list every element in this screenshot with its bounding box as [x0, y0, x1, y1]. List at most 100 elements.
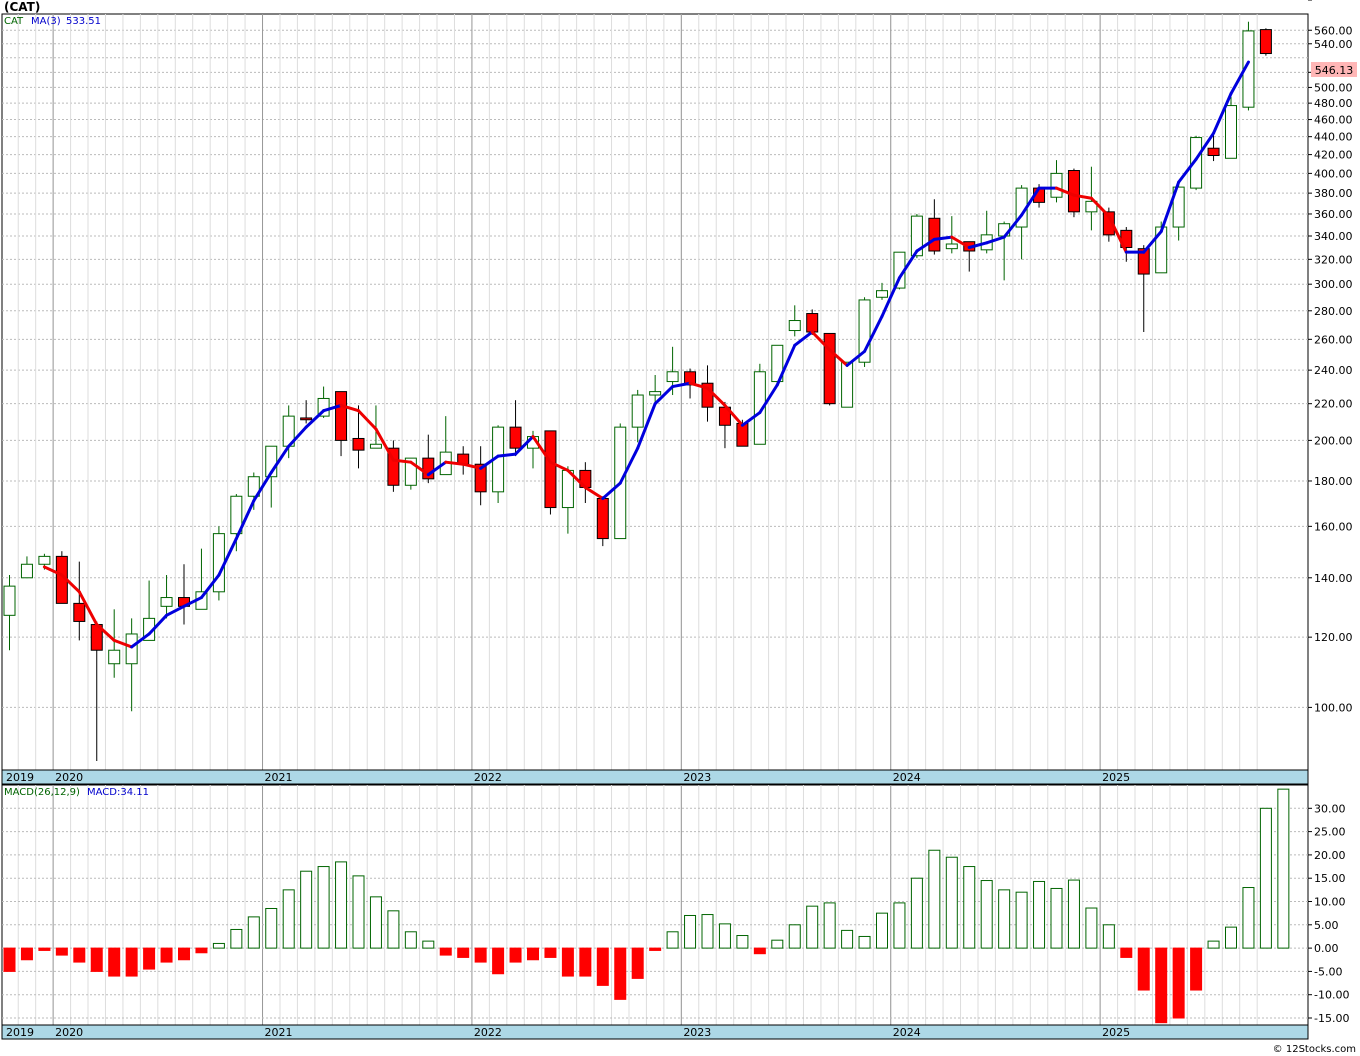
candle — [1259, 28, 1272, 56]
ma-segment — [1194, 131, 1216, 161]
candle-body-up — [788, 320, 801, 332]
price-tick-label: 120.00 — [1314, 631, 1353, 644]
candle-body-up — [1085, 200, 1098, 213]
macd-bar-positive — [1225, 926, 1237, 949]
macd-bar-positive — [1033, 880, 1046, 949]
macd-y-axis: -15.00 -10.00 -5.00 0.00 5.00 10.00 15.00 20.00… — [1308, 802, 1349, 1025]
price-tick-label: 300.00 — [1314, 278, 1353, 291]
ma-segment — [234, 499, 256, 541]
ma-segment — [287, 425, 308, 448]
macd-bar-positive — [1067, 879, 1080, 949]
ma-segment — [95, 623, 116, 642]
candle-body-down — [736, 422, 749, 447]
candle — [928, 199, 941, 255]
ma-segment — [758, 383, 779, 415]
macd-bar-positive — [317, 866, 330, 949]
macd-bar-positive — [910, 877, 923, 949]
macd-bar-positive — [718, 923, 731, 949]
candle — [841, 361, 854, 408]
price-tick-label: 360.00 — [1314, 208, 1353, 221]
ma-segment — [1159, 180, 1181, 233]
macd-date-band — [1, 1024, 1309, 1040]
year-label: 2021 — [265, 771, 293, 784]
candle-body-up — [404, 457, 417, 486]
ma-segment — [182, 596, 203, 608]
macd-bar-negative — [195, 947, 208, 954]
macd-tick-label: 20.00 — [1314, 849, 1346, 862]
macd-bar-positive — [701, 914, 714, 949]
macd-bar-positive — [963, 866, 976, 949]
ma-legend-value: 533.51 — [66, 16, 101, 27]
macd-panel: -15.00 -10.00 -5.00 0.00 5.00 10.00 15.00 20.00… — [1, 784, 1349, 1026]
candle — [509, 400, 522, 457]
macd-bar-negative — [649, 947, 662, 951]
candle-body-up — [369, 443, 382, 449]
ma-segment — [461, 462, 483, 470]
macd-bar-positive — [230, 928, 243, 949]
candle — [945, 216, 958, 254]
ma-segment — [304, 409, 326, 429]
macd-bar-negative — [1120, 947, 1133, 958]
ma-segment — [775, 343, 797, 387]
candle — [823, 332, 836, 406]
macd-bar-positive — [684, 914, 697, 949]
macd-bar-negative — [561, 947, 574, 977]
price-tick-label: 260.00 — [1314, 333, 1353, 346]
ma-segment — [339, 403, 360, 413]
candle — [858, 297, 871, 367]
macd-bar-positive — [422, 940, 435, 949]
candle — [404, 457, 417, 490]
price-tick-label: 580.00 — [1314, 0, 1353, 3]
candle-body-down — [335, 391, 348, 441]
price-y-axis: 100.00 120.00 140.00 160.00 180.00 200.00 220.… — [1308, 0, 1353, 714]
ma-segment — [1177, 157, 1198, 184]
ma-segment — [217, 537, 238, 577]
candle — [492, 425, 505, 503]
year-label: 2024 — [893, 1026, 921, 1039]
candle — [596, 496, 609, 547]
candle — [387, 440, 400, 492]
price-tick-label: 340.00 — [1314, 230, 1353, 243]
candle-body-up — [753, 371, 766, 445]
macd-bar-negative — [474, 947, 487, 963]
macd-bar-positive — [823, 902, 836, 949]
ma-segment — [723, 403, 744, 427]
ma-segment — [932, 235, 954, 241]
macd-bar-negative — [631, 947, 644, 979]
candle — [369, 405, 382, 449]
ma-segment — [426, 460, 448, 477]
candle — [73, 561, 86, 641]
macd-tick-label: -5.00 — [1314, 965, 1342, 978]
macd-bar-negative — [20, 947, 33, 961]
ma-segment — [897, 249, 919, 280]
candle-body-down — [823, 332, 836, 405]
price-tick-label: 400.00 — [1314, 167, 1353, 180]
year-label: 2022 — [474, 771, 502, 784]
candle — [335, 391, 348, 457]
price-date-band — [1, 769, 1309, 785]
candle-body-down — [1102, 211, 1115, 236]
ma-segment — [199, 573, 221, 600]
candle — [631, 389, 644, 443]
candle — [1225, 96, 1237, 159]
macd-bar-negative — [1137, 947, 1150, 991]
macd-bar-negative — [579, 947, 592, 977]
candle-body-up — [160, 597, 173, 607]
candle — [474, 446, 487, 506]
candle — [352, 405, 365, 469]
candle — [265, 445, 278, 508]
ma-segment — [688, 381, 709, 390]
year-label: 2019 — [6, 1026, 34, 1039]
ma-segment — [548, 460, 570, 472]
year-label: 2023 — [683, 771, 711, 784]
year-label: 2025 — [1102, 771, 1130, 784]
candle — [1067, 168, 1080, 218]
macd-bar-positive — [841, 929, 854, 949]
candle-body-up — [666, 371, 679, 383]
candle — [1172, 184, 1185, 241]
price-tick-label: 560.00 — [1314, 24, 1353, 37]
ma-segment — [1107, 214, 1128, 254]
macd-bar-negative — [614, 947, 627, 1000]
candle-body-up — [20, 563, 33, 579]
candle-body-up — [945, 243, 958, 250]
